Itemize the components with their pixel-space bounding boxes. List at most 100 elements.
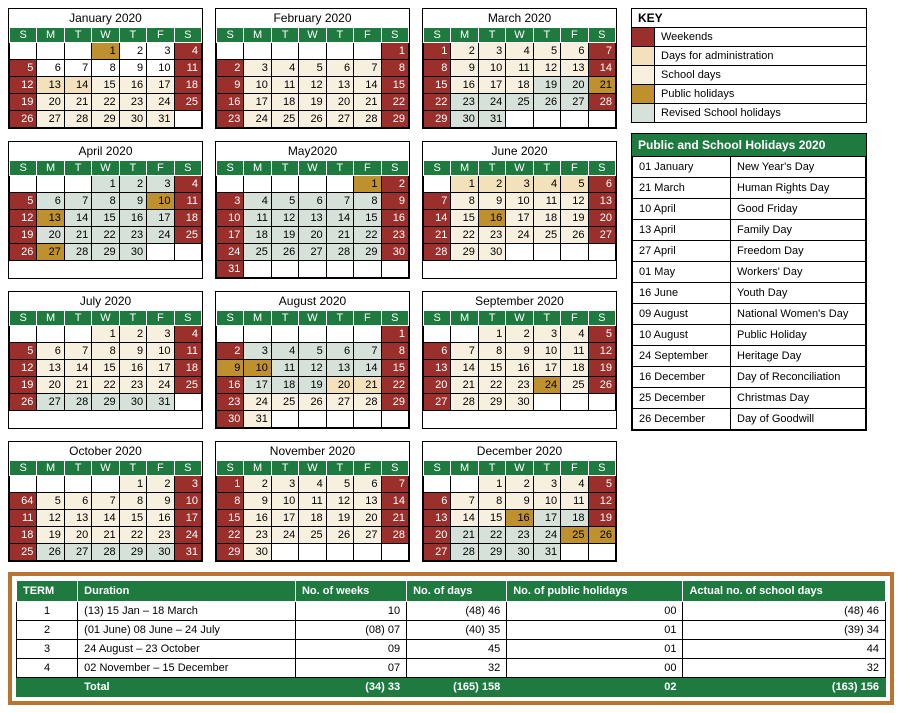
term-header: TERM <box>17 581 78 602</box>
term-cell: 02 November – 15 December <box>78 659 296 678</box>
term-cell: (08) 07 <box>295 621 406 640</box>
day-cell: 25 <box>271 394 298 411</box>
day-cell: 21 <box>451 377 478 394</box>
day-cell: 21 <box>64 377 91 394</box>
day-cell: 1 <box>381 326 408 343</box>
day-cell: 11 <box>271 77 298 94</box>
day-cell: 5 <box>533 43 560 60</box>
day-cell: 14 <box>451 510 478 527</box>
day-cell: 15 <box>92 77 119 94</box>
day-cell: 27 <box>326 111 353 128</box>
day-cell <box>381 544 408 561</box>
day-cell <box>244 43 271 60</box>
day-cell: 24 <box>244 111 271 128</box>
day-cell: 30 <box>381 244 408 261</box>
term-cell: 3 <box>17 640 78 659</box>
day-cell: 12 <box>37 510 64 527</box>
day-cell: 8 <box>478 343 505 360</box>
key-row: Days for administration <box>632 46 866 65</box>
day-cell <box>561 111 588 128</box>
term-header: No. of days <box>407 581 507 602</box>
day-cell <box>424 176 451 193</box>
day-cell: 5 <box>326 476 353 493</box>
day-cell: 20 <box>299 227 326 244</box>
day-cell: 23 <box>506 377 533 394</box>
day-cell: 11 <box>244 210 271 227</box>
day-cell <box>271 261 298 278</box>
day-cell: 22 <box>451 227 478 244</box>
day-cell: 11 <box>174 343 201 360</box>
holiday-cell: 01 January <box>633 157 731 178</box>
month-title: January 2020 <box>9 9 202 27</box>
day-cell: 30 <box>217 411 244 428</box>
month: October 2020SMTWTFS123645678910111213141… <box>8 441 203 562</box>
key-swatch <box>632 85 655 103</box>
day-cell: 15 <box>478 510 505 527</box>
day-cell <box>561 394 588 411</box>
day-cell: 27 <box>588 227 615 244</box>
day-cell: 23 <box>119 227 146 244</box>
day-cell: 24 <box>147 227 174 244</box>
day-cell: 3 <box>533 476 560 493</box>
day-cell: 20 <box>354 510 381 527</box>
month: February 2020SMTWTFS12345678910111213141… <box>215 8 410 129</box>
day-cell <box>271 326 298 343</box>
day-cell <box>174 111 201 128</box>
day-cell: 29 <box>478 544 505 561</box>
day-cell: 10 <box>147 193 174 210</box>
day-cell: 28 <box>424 244 451 261</box>
day-cell: 13 <box>326 360 353 377</box>
day-cell: 8 <box>354 193 381 210</box>
day-cell: 3 <box>244 60 271 77</box>
day-cell <box>326 43 353 60</box>
day-cell: 19 <box>299 94 326 111</box>
day-cell: 26 <box>10 244 37 261</box>
day-cell: 6 <box>326 343 353 360</box>
day-cell: 3 <box>533 326 560 343</box>
day-cell: 31 <box>244 411 271 428</box>
term-header: Duration <box>78 581 296 602</box>
day-cell: 8 <box>217 493 244 510</box>
day-cell <box>326 411 353 428</box>
day-cell: 25 <box>174 227 201 244</box>
holiday-cell: 25 December <box>633 388 731 409</box>
day-cell: 10 <box>217 210 244 227</box>
day-cell: 30 <box>119 111 146 128</box>
day-cell: 6 <box>37 193 64 210</box>
holidays-table: 01 JanuaryNew Year's Day21 MarchHuman Ri… <box>632 156 866 430</box>
day-cell: 27 <box>354 527 381 544</box>
day-cell: 9 <box>381 193 408 210</box>
day-cell: 4 <box>506 43 533 60</box>
day-cell: 29 <box>424 111 451 128</box>
day-cell <box>533 394 560 411</box>
day-cell: 21 <box>64 227 91 244</box>
day-cell: 25 <box>506 94 533 111</box>
day-cell: 1 <box>217 476 244 493</box>
day-cell: 20 <box>561 77 588 94</box>
day-cell: 22 <box>92 227 119 244</box>
day-cell: 30 <box>506 544 533 561</box>
day-cell: 29 <box>217 544 244 561</box>
month-title: April 2020 <box>9 142 202 160</box>
term-cell: 10 <box>295 602 406 621</box>
day-cell: 29 <box>381 111 408 128</box>
day-cell: 17 <box>533 360 560 377</box>
day-cell: 31 <box>533 544 560 561</box>
month-title: July 2020 <box>9 292 202 310</box>
day-cell: 17 <box>271 510 298 527</box>
day-cell: 20 <box>424 527 451 544</box>
holiday-cell: Freedom Day <box>731 241 866 262</box>
term-cell: 1 <box>17 602 78 621</box>
holiday-cell: Heritage Day <box>731 346 866 367</box>
day-cell: 16 <box>217 377 244 394</box>
day-cell: 16 <box>451 77 478 94</box>
day-cell: 2 <box>119 326 146 343</box>
term-cell: 2 <box>17 621 78 640</box>
day-cell <box>588 111 615 128</box>
day-cell: 16 <box>119 210 146 227</box>
day-cell: 14 <box>64 360 91 377</box>
day-cell: 21 <box>64 94 91 111</box>
day-cell: 11 <box>299 493 326 510</box>
key-label: Revised School holidays <box>655 105 787 121</box>
day-cell: 22 <box>92 377 119 394</box>
